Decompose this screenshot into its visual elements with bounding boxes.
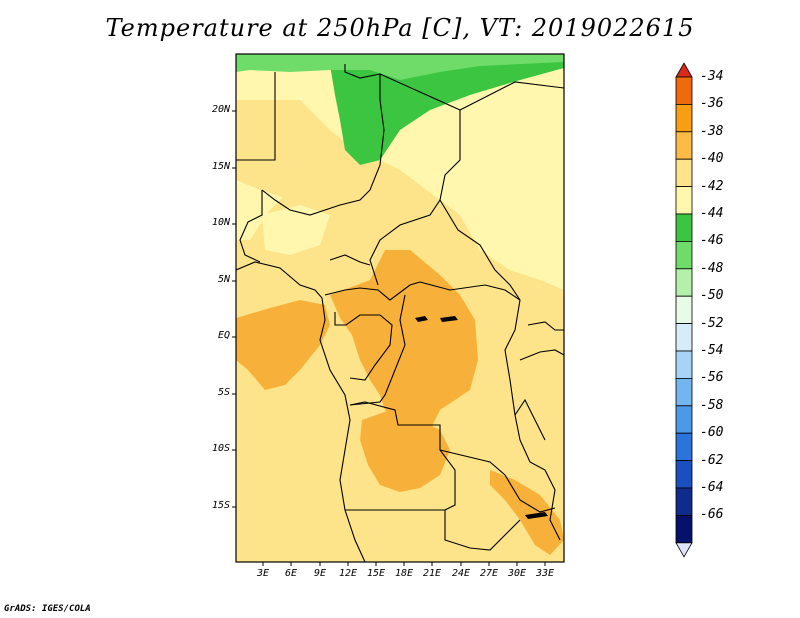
footer-credit: GrADS: IGES/COLA: [4, 604, 91, 614]
colorbar-label: -56: [700, 370, 724, 386]
lon-label-30e: 30E: [507, 568, 527, 579]
colorbar-swatch: [675, 240, 693, 270]
field-minus-38-south: [360, 410, 450, 492]
field-minus-44-green: [330, 55, 564, 165]
colorbar-swatch: [675, 515, 693, 544]
field-minus-46-green: [236, 54, 564, 80]
colorbar-swatch: [675, 487, 693, 516]
lat-label-eq: EQ: [217, 330, 230, 341]
colorbar-label: -66: [700, 507, 724, 523]
lon-label-18e: 18E: [394, 568, 414, 579]
colorbar-label: -50: [700, 288, 724, 304]
field-minus-42-west: [262, 205, 330, 255]
lon-label-6e: 6E: [284, 568, 298, 579]
colorbar-bottom-arrow: [675, 542, 693, 558]
colorbar-label: -52: [700, 315, 724, 331]
lon-label-27e: 27E: [479, 568, 499, 579]
lon-label-24e: 24E: [451, 568, 471, 579]
lat-label-5n: 5N: [217, 274, 230, 285]
lon-label-12e: 12E: [338, 568, 358, 579]
lon-label-21e: 21E: [422, 568, 442, 579]
lat-label-10n: 10N: [211, 217, 230, 228]
colorbar-label: -40: [700, 151, 724, 167]
lon-label-3e: 3E: [256, 568, 270, 579]
field-minus-38-center: [330, 250, 478, 440]
colorbar-swatch: [675, 213, 693, 242]
colorbar-swatch: [675, 350, 693, 379]
lat-label-15s: 15S: [211, 500, 230, 511]
colorbar-label: -36: [700, 96, 724, 112]
field-minus-42-north: [236, 54, 564, 290]
colorbar-label: -58: [700, 397, 724, 413]
colorbar-label: -60: [700, 425, 724, 441]
lon-label-33e: 33E: [535, 568, 555, 579]
colorbar-top-arrow: [675, 62, 693, 78]
colorbar: [675, 62, 693, 558]
colorbar-swatch: [675, 131, 693, 160]
chart-title: Temperature at 250hPa [C], VT: 201902261…: [105, 14, 695, 42]
colorbar-label: -38: [700, 123, 724, 139]
lat-label-20n: 20N: [211, 104, 230, 115]
colorbar-label: -62: [700, 452, 724, 468]
colorbar-label: -44: [700, 206, 724, 221]
lat-label-10s: 10S: [211, 443, 230, 454]
lon-label-9e: 9E: [313, 568, 327, 579]
colorbar-swatch: [675, 268, 693, 297]
field-minus-38-west: [236, 300, 330, 390]
colorbar-swatch: [675, 432, 693, 462]
colorbar-label: -64: [700, 480, 724, 495]
colorbar-swatch: [675, 158, 693, 187]
field-minus-40-north-band: [236, 100, 480, 270]
colorbar-swatch: [675, 377, 693, 407]
colorbar-swatch: [675, 323, 693, 352]
colorbar-swatch: [675, 405, 693, 434]
colorbar-label: -42: [700, 178, 724, 194]
colorbar-label: -48: [700, 260, 724, 276]
field-minus-38-southeast: [490, 470, 564, 555]
lon-label-15e: 15E: [366, 568, 386, 579]
colorbar-swatch: [675, 76, 693, 105]
colorbar-swatch: [675, 460, 693, 489]
lat-label-5s: 5S: [217, 387, 230, 398]
colorbar-label: -54: [700, 343, 724, 358]
colorbar-label: -46: [700, 233, 724, 249]
colorbar-swatch: [675, 186, 693, 215]
colorbar-label: -34: [700, 69, 724, 84]
colorbar-swatch: [675, 104, 693, 133]
colorbar-swatch: [675, 295, 693, 325]
lat-label-15n: 15N: [211, 161, 230, 172]
